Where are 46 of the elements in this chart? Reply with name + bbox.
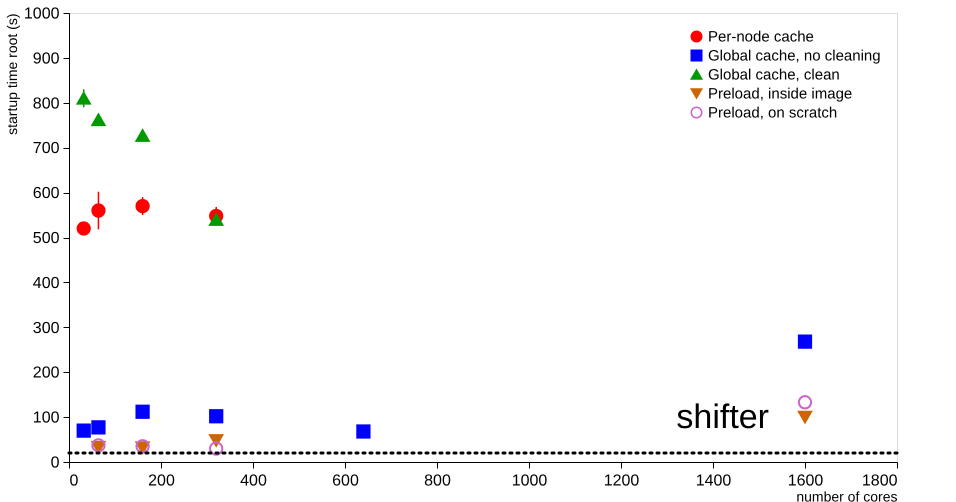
point	[135, 404, 150, 419]
point	[135, 129, 150, 142]
y-tick-label: 100	[32, 410, 60, 427]
point	[76, 423, 91, 438]
y-tick-label: 300	[32, 320, 60, 337]
x-tick-label: 1800	[862, 472, 898, 490]
point	[91, 114, 106, 126]
x-tick-label: 800	[424, 472, 451, 490]
x-tick-label: 600	[332, 472, 359, 490]
legend-label: Global cache, clean	[708, 66, 840, 84]
point	[76, 221, 91, 236]
y-axis-title: startup time root (s)	[4, 14, 20, 135]
legend-label: Global cache, no cleaning	[708, 48, 881, 64]
annotation: shifter	[676, 398, 769, 436]
point	[135, 198, 150, 214]
x-tick-label: 1000	[512, 472, 548, 490]
x-tick-label: 1400	[696, 472, 732, 490]
x-axis-title: number of cores	[796, 488, 898, 502]
y-tick-label: 400	[32, 274, 60, 292]
y-tick-label: 200	[32, 364, 60, 382]
point	[91, 438, 106, 452]
x-tick-label: 1200	[604, 472, 640, 490]
x-tick-label: 1600	[788, 472, 824, 490]
point	[209, 213, 224, 226]
y-tick-label: 900	[32, 50, 60, 68]
y-tick-label: 700	[32, 140, 60, 158]
y-tick-label: 600	[32, 185, 60, 202]
x-tick-label: 400	[240, 472, 267, 490]
x-tick-label: 200	[148, 472, 175, 490]
x-tick-label: 0	[70, 472, 78, 490]
point	[91, 420, 106, 435]
legend-label: Preload, inside image	[708, 86, 852, 102]
y-tick-label: 800	[32, 95, 60, 112]
legend-label: Preload, on scratch	[708, 104, 838, 122]
y-tick-label: 0	[50, 454, 60, 472]
legend-label: Per-node cache	[708, 28, 814, 46]
point	[798, 395, 812, 410]
point	[76, 92, 91, 105]
y-tick-label: 1000	[24, 6, 60, 22]
point	[798, 410, 812, 424]
point	[209, 441, 224, 456]
point	[798, 334, 812, 349]
y-tick-label: 500	[32, 230, 60, 247]
point	[356, 424, 371, 439]
point	[91, 203, 106, 218]
point	[209, 409, 224, 424]
